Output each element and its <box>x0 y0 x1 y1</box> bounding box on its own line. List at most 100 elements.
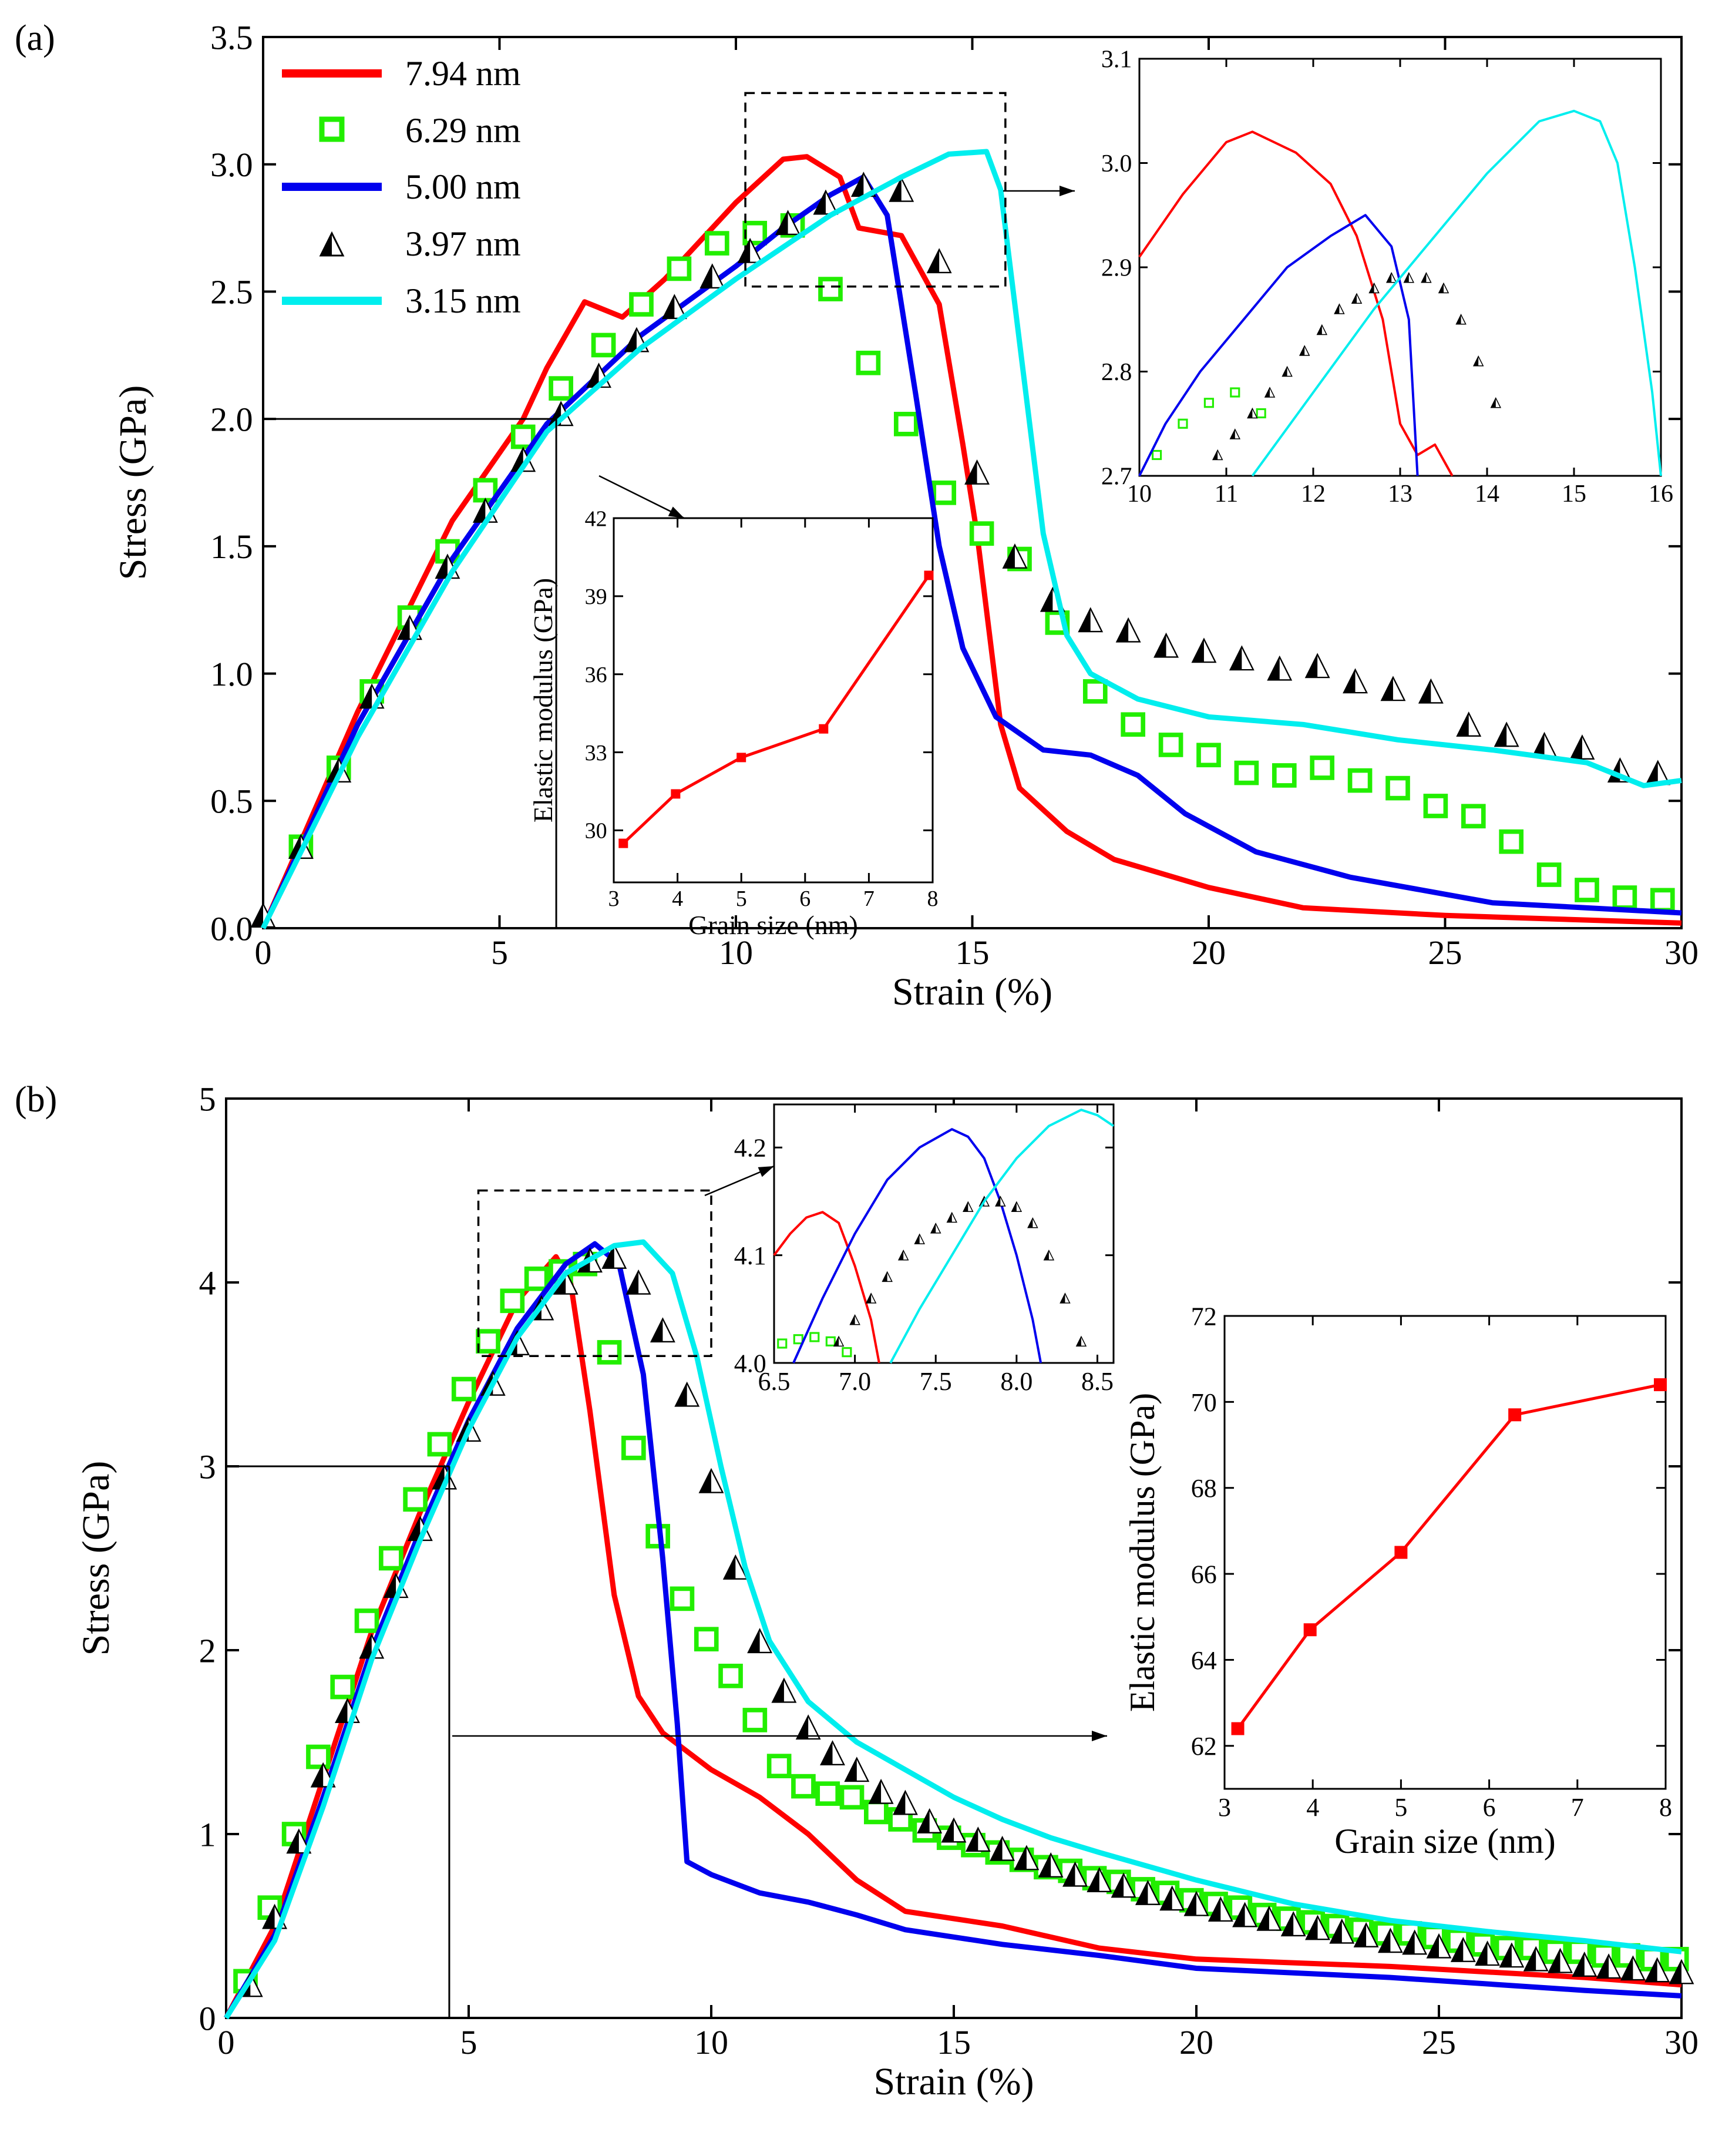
panel-b-zoom-arrow-head <box>758 1166 774 1177</box>
panel-a-zoom-inset-series-3-97-nm-point-fill <box>1264 387 1270 398</box>
panel-b-zoom-inset-series-7-94-nm <box>773 1211 880 1364</box>
panel-b-main-series-3-97-nm-point <box>965 1826 991 1852</box>
panel-a-zoom-inset-series-3-97-nm-point-fill <box>1404 273 1409 283</box>
panel-a-modulus-inset-xtick-label: 4 <box>672 886 683 911</box>
panel-a-zoom-inset-series-3-97-nm-point-fill <box>1247 408 1253 418</box>
panel-a-zoom-inset-series-3-97-nm-point-fill <box>1334 304 1340 314</box>
panel-a-zoom-inset-ytick-label: 2.9 <box>1101 255 1132 282</box>
panel-b-main-series-3-97-nm-point <box>286 1828 312 1854</box>
panel-b-main-series-3-97-nm-point-fill <box>1597 1954 1609 1978</box>
panel-b-zoom-inset-series-3-15-nm-line <box>889 1109 1115 1364</box>
panel-a-zoom-inset-series-3-97-nm-point <box>1438 282 1449 294</box>
panel-b-main-series-3-97-nm-point-fill <box>772 1679 784 1702</box>
panel-a-modulus-inset-xtick-label: 7 <box>863 886 875 911</box>
panel-b-main-series-3-97-nm-point-fill <box>1282 1912 1294 1936</box>
panel-b-zoom-inset-series-3-97-nm-point-fill <box>882 1272 887 1282</box>
panel-a-zoom-inset-ytick-label: 3.1 <box>1101 46 1132 73</box>
panel-b-main-series-3-97-nm-point <box>1572 1952 1597 1977</box>
panel-a-zoom-inset-series-7-94-nm-line <box>1138 130 1454 476</box>
panel-b-main-series-3-97-nm-point-fill <box>360 1635 372 1658</box>
panel-b-main-xtick-label: 25 <box>1422 2023 1456 2061</box>
panel-a-main-ytick-label: 0.5 <box>210 783 253 821</box>
panel-b-main-series-3-97-nm-point <box>1256 1905 1282 1931</box>
panel-b-main-series-3-97-nm-point <box>1353 1922 1379 1947</box>
panel-b-main-series-3-97-nm-point-fill <box>651 1318 663 1342</box>
panel-b-main-series-6-29-nm-point <box>403 1487 428 1512</box>
panel-b-main-series-3-97-nm-point-fill <box>335 1699 348 1722</box>
panel-b-modulus-inset-xtick-label: 3 <box>1218 1793 1231 1822</box>
panel-b-main-series-3-97-nm-point <box>941 1817 967 1843</box>
panel-b-main-series-3-97-nm-point-fill <box>845 1758 857 1781</box>
panel-b-zoom-inset-series-3-97-nm-point-fill <box>1044 1250 1049 1260</box>
panel-a-zoom-inset-series-6-29-nm-point <box>1178 418 1188 429</box>
panel-a-zoom-inset-series-3-97-nm-point <box>1299 345 1310 356</box>
panel-a-modulus-inset-ytick-label: 39 <box>585 585 607 609</box>
panel-b-main-series-3-97-nm-point <box>1596 1953 1622 1979</box>
panel-a-main-series-3-97-nm-point-fill <box>1079 609 1091 632</box>
panel-a-modulus-inset-frame <box>613 517 934 884</box>
panel-b-modulus-arrow-head <box>1092 1731 1107 1741</box>
panel-a-main-series-3-97-nm-point <box>1078 607 1104 633</box>
panel-b-zoom-inset-series-6-29-nm-point <box>809 1332 820 1342</box>
panel-a-main-series-6-29-nm-point <box>704 231 729 256</box>
panel-b-main-series-3-97-nm-point-fill <box>433 1466 445 1489</box>
panel-a-zoom-inset-series-3-97-nm-point <box>1421 272 1432 283</box>
panel-b-main-series-3-97-nm-point-fill <box>1209 1898 1221 1921</box>
panel-b-main-series-3-97-nm-point-fill <box>287 1829 299 1853</box>
panel-b-main-series-3-97-nm-point <box>1280 1911 1306 1937</box>
panel-a-main-series-6-29-nm-point <box>742 220 768 246</box>
panel-a-main-ytick-label: 0.0 <box>210 909 253 948</box>
panel-a-zoom-inset-xtick-label: 11 <box>1215 481 1238 508</box>
panel-a-main-series-3-97-nm-point-fill <box>1344 670 1356 693</box>
panel-a-zoom-box <box>744 92 1007 288</box>
panel-b-zoom-inset-series-3-97-nm-point <box>1075 1335 1087 1347</box>
panel-b-main-series-6-29-nm-point <box>766 1754 792 1779</box>
panel-a-main-series-3-97-nm-point-fill <box>852 173 864 196</box>
panel-a-modulus-inset-xlabel: Grain size (nm) <box>688 910 858 940</box>
panel-b-zoom-inset-series-6-29-nm-point <box>825 1336 836 1346</box>
panel-b-zoom-inset-series-5-00-nm <box>792 1128 1042 1364</box>
panel-a-main-series-3-97-nm-point-fill <box>398 616 410 640</box>
panel-a-main-series-3-97-nm-point-fill <box>1457 713 1469 736</box>
panel-a-main-series-3-97-nm-point-fill <box>814 191 826 214</box>
panel-b-main-series-3-97-nm-point-fill <box>1476 1942 1488 1965</box>
panel-b-main-series-3-97-nm-point-fill <box>1646 1959 1657 1982</box>
panel-b-main-xtick-label: 15 <box>937 2023 971 2061</box>
panel-a-zoom-inset-series-3-97-nm-point-fill <box>1387 273 1392 283</box>
panel-a-modulus-inset-ytick-label: 33 <box>585 741 607 765</box>
panel-b-main-series-3-97-nm-point <box>1377 1927 1403 1953</box>
panel-a-zoom-inset-frame <box>1138 58 1662 477</box>
panel-a-zoom-inset-series-3-97-nm-point-fill <box>1230 429 1235 439</box>
panel-b-zoom-inset-series-3-97-nm-point-fill <box>899 1250 904 1260</box>
panel-b-modulus-inset-series-modulus-point <box>1508 1408 1522 1422</box>
panel-b-zoom-inset-series-3-97-nm-point-fill <box>850 1315 855 1325</box>
panel-a-zoom-inset-series-3-97-nm-point <box>1385 272 1397 283</box>
panel-b-modulus-inset-ytick-label: 70 <box>1191 1388 1217 1417</box>
panel-a-main-series-3-97-nm-point-fill <box>1495 723 1507 747</box>
panel-b-modulus-inset-series-modulus <box>1231 1378 1667 1735</box>
panel-a-main-xtick-label: 20 <box>1192 933 1226 972</box>
panel-a-main-series-7-94-nm-line <box>260 154 1682 929</box>
panel-b-zoom-inset-series-3-97-nm-point <box>930 1223 941 1234</box>
panel-b-main-series-6-29-nm-point <box>815 1781 840 1806</box>
panel-a-zoom-inset-series-3-97-nm-point-fill <box>1351 294 1357 304</box>
panel-b-main-series-3-97-nm-point <box>1644 1957 1670 1983</box>
panel-b-zoom-inset-series-3-97-nm-point <box>1027 1217 1038 1228</box>
panel-a-zoom-inset-series-3-97-nm-point <box>1472 355 1484 367</box>
panel-b-main-series-3-97-nm <box>237 1244 1694 1997</box>
panel-b-main-series-6-29-nm-point <box>500 1288 525 1314</box>
panel-a-modulus-arrow-line <box>598 475 685 519</box>
panel-a-main-series-3-97-nm-point-fill <box>701 264 712 288</box>
panel-b-main-series-3-97-nm-point <box>722 1554 748 1580</box>
panel-a-modulus-inset-series-modulus-point <box>736 753 746 763</box>
panel-b-main-series-6-29-nm-point <box>330 1674 355 1700</box>
panel-b-modulus-inset-ytick-label: 72 <box>1191 1302 1217 1331</box>
panel-b-zoom-inset-series-3-97-nm-point <box>849 1314 860 1325</box>
panel-a-main-series-3-97-nm-point <box>926 248 952 274</box>
panel-a-main-series-3-15-nm-line <box>260 149 1682 929</box>
panel-b-main-series-3-97-nm-point-fill <box>384 1574 396 1597</box>
panel-a-zoom-inset-series-3-97-nm-point <box>1368 282 1380 294</box>
panel-a-main-series-3-97-nm-point <box>1115 617 1141 643</box>
panel-a-zoom-inset-xtick-label: 16 <box>1649 481 1673 508</box>
panel-b-main-series-3-97-nm-point <box>1111 1872 1136 1898</box>
